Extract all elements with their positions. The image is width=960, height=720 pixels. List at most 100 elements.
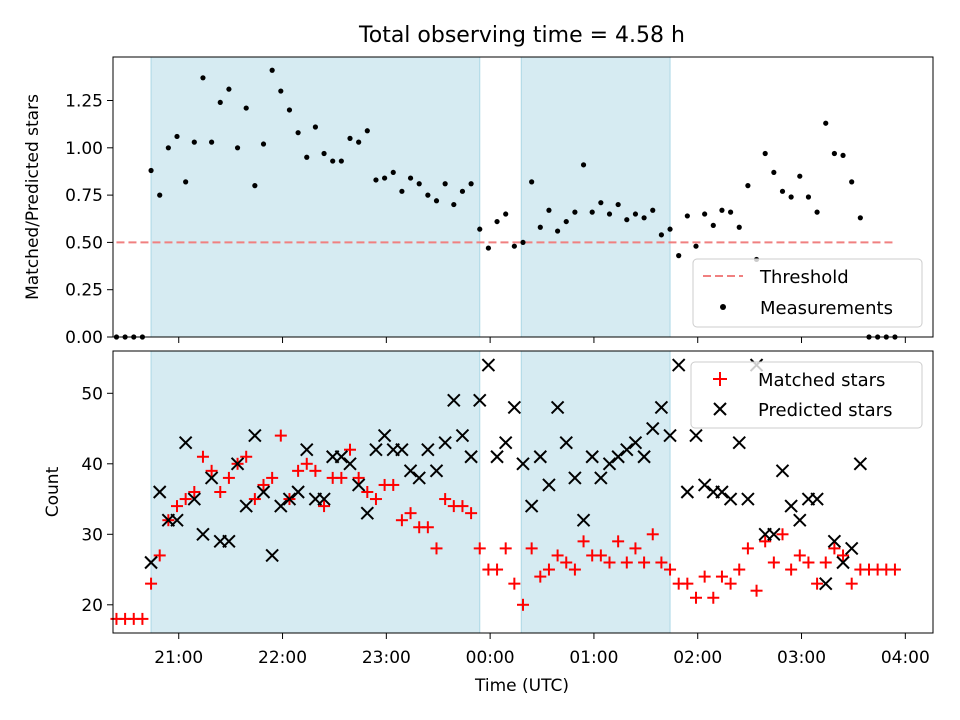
matched-star-point [421, 521, 434, 534]
matched-star-point [240, 450, 253, 463]
observing-windows [150, 350, 671, 634]
y-tick-label: 1.00 [65, 139, 103, 159]
predicted-star-point [498, 435, 513, 450]
predicted-star-point [853, 457, 868, 471]
measurement-point [598, 200, 604, 206]
predicted-star-point [784, 499, 798, 513]
y-tick-label: 1.25 [65, 92, 103, 112]
measurement-point [788, 194, 794, 200]
predicted-marker-b [646, 421, 660, 436]
predicted-star-point [230, 457, 245, 471]
predicted-marker-b [628, 435, 643, 450]
measurement-point [684, 213, 690, 219]
predicted-star-point [611, 450, 625, 464]
predicted-marker-b [178, 435, 193, 450]
predicted-marker-b [620, 442, 634, 457]
measurement-points [113, 67, 898, 340]
predicted-star-point [775, 464, 790, 478]
predicted-marker-b [559, 435, 573, 450]
predicted-marker-b [490, 450, 504, 464]
y-tick-label: 30 [81, 525, 103, 545]
predicted-star-point [810, 492, 824, 506]
measurement-point [511, 243, 517, 249]
predicted-marker-b [377, 428, 392, 443]
matched-star-point [819, 556, 832, 569]
measurement-point [667, 226, 673, 232]
predicted-star-point [300, 442, 314, 457]
matched-star-point [568, 563, 581, 576]
predicted-star-point [256, 485, 271, 499]
matched-star-point [188, 486, 201, 498]
measurement-point [364, 128, 370, 134]
predicted-star-point [732, 435, 746, 450]
matched-star-point [145, 577, 158, 590]
measurement-point [356, 139, 362, 145]
measurement-point [823, 120, 829, 126]
measurement-point [468, 181, 474, 187]
measurement-point [529, 179, 535, 185]
matched-star-point [620, 556, 633, 569]
x-tick-label: 03:00 [777, 648, 826, 668]
predicted-star-point [741, 492, 755, 506]
measurement-point [209, 139, 215, 145]
predicted-star-point [343, 457, 357, 471]
predicted-star-point [697, 478, 712, 492]
predicted-marker-b [784, 499, 798, 513]
matched-star-point [456, 500, 469, 513]
predicted-marker-b [827, 534, 842, 549]
measurement-point [719, 207, 725, 213]
matched-star-point [759, 535, 772, 548]
predicted-star-point [646, 421, 660, 436]
predicted-marker-b [170, 513, 184, 527]
predicted-marker-b [447, 393, 461, 408]
chart-title: Total observing time = 4.58 h [358, 23, 685, 48]
predicted-star-point [222, 534, 236, 549]
predicted-star-point [524, 499, 539, 513]
measurement-point [702, 211, 708, 217]
matched-star-point [689, 591, 702, 604]
predicted-star-point [412, 471, 426, 485]
predicted-star-point [827, 534, 842, 549]
y-axis-ticks: 0.00 0.25 0.50 0.75 1.00 1.25 [65, 92, 113, 348]
measurement-point [183, 179, 189, 185]
measurement-point [727, 209, 734, 215]
predicted-star-point [421, 442, 435, 457]
matched-star-point [499, 542, 512, 555]
measurement-point [494, 218, 500, 225]
legend-predicted-label: Predicted stars [758, 400, 892, 421]
matched-star-point [707, 591, 720, 604]
predicted-star-point [490, 450, 504, 464]
y-tick-label: 50 [81, 384, 103, 404]
predicted-star-point [516, 457, 530, 471]
measurement-point [390, 169, 396, 176]
matched-star-point [300, 457, 313, 470]
measurement-point [632, 211, 639, 217]
matched-star-point [629, 542, 642, 555]
predicted-marker-b [265, 548, 279, 563]
predicted-star-point [844, 541, 859, 556]
predicted-marker-b [775, 464, 790, 478]
matched-star-point [785, 563, 798, 576]
predicted-star-point [239, 499, 253, 513]
measurement-point [572, 209, 578, 215]
measurement-point [338, 158, 344, 164]
predicted-star-point [464, 450, 478, 464]
measurement-point [382, 175, 388, 181]
measurement-point [537, 224, 543, 230]
x-axis-ticks: 21:00 22:00 23:00 00:00 01:00 02:00 03:00 04:00 [154, 633, 930, 668]
matched-star-point [369, 493, 382, 506]
predicted-marker-b [602, 457, 617, 471]
matched-star-point [534, 570, 547, 583]
measurement-point [399, 188, 405, 194]
predicted-star-point [204, 471, 219, 485]
measurement-point [857, 215, 863, 221]
predicted-marker-b [144, 555, 158, 570]
matched-star-point [266, 471, 279, 484]
predicted-marker-b [455, 428, 470, 443]
matched-star-point [767, 556, 780, 569]
measurement-point [347, 135, 353, 141]
x-tick-label: 01:00 [569, 648, 618, 668]
measurement-point [226, 86, 232, 92]
measurement-point [252, 183, 258, 189]
matched-star-point [750, 584, 763, 597]
